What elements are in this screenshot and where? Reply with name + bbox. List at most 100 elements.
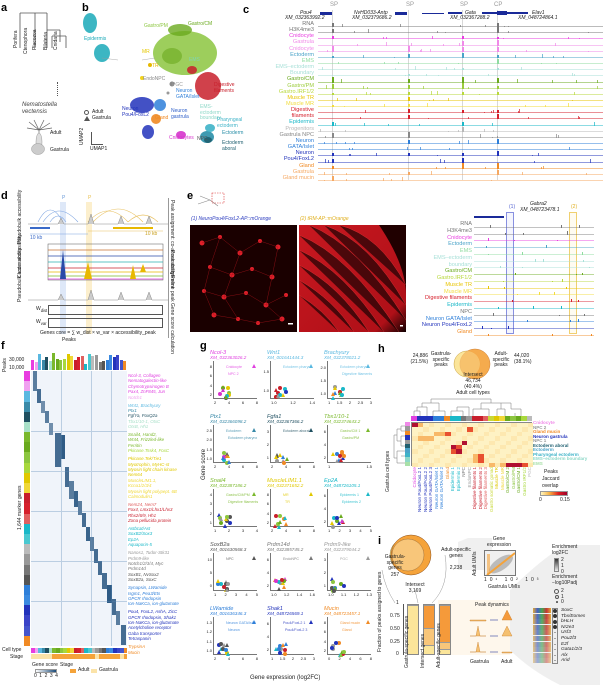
track-label: Neuron bbox=[295, 137, 314, 144]
y-tick: 6 bbox=[323, 429, 326, 435]
gene-expression-title: Gene expression bbox=[486, 536, 512, 548]
x-tick: 6 bbox=[298, 528, 302, 533]
data-point bbox=[330, 521, 335, 526]
x-tick: 8 bbox=[312, 528, 315, 533]
heatmap-cell bbox=[483, 423, 490, 428]
x-tick: 4 bbox=[227, 400, 231, 405]
gene-model bbox=[395, 12, 407, 15]
track-peak bbox=[485, 166, 487, 169]
scatter-gene-name: Ncol-3 bbox=[210, 350, 227, 356]
celltype-swatch bbox=[24, 421, 30, 433]
heatmap-cell bbox=[516, 462, 523, 468]
marker-gene-label: Notch1/2/3/4, Myc bbox=[128, 561, 164, 566]
data-point bbox=[222, 451, 227, 456]
scatter-plot: Ectoderm Ectoderm pharynx bbox=[213, 425, 257, 465]
stage-swatch bbox=[98, 654, 103, 659]
heatmap-cell bbox=[516, 445, 523, 450]
heatmap-cell bbox=[522, 423, 528, 428]
heatmap-cell bbox=[500, 436, 506, 441]
track-peak bbox=[514, 273, 516, 276]
heatmap-cell bbox=[423, 440, 429, 446]
track-baseline bbox=[474, 280, 594, 282]
track-peak bbox=[359, 117, 361, 120]
track-label: EMS bbox=[301, 57, 314, 64]
x-ticks: 1 1.5 2 2.5 3 bbox=[271, 656, 315, 661]
row-label: Cnidocyte bbox=[533, 420, 555, 425]
track-peak bbox=[578, 299, 580, 303]
track-peak bbox=[462, 152, 464, 157]
track-peak bbox=[459, 25, 461, 28]
heatmap-cell bbox=[467, 449, 473, 454]
heatmap-cell bbox=[478, 440, 484, 446]
track-peak bbox=[408, 132, 410, 138]
track-peak bbox=[407, 146, 409, 151]
heatmap-cell bbox=[450, 462, 457, 468]
microscopy-image-muscle bbox=[299, 225, 406, 332]
marker-gene-label: Ncol-3, Collagen bbox=[128, 373, 161, 378]
scatter-plot: NPC bbox=[213, 553, 257, 592]
track-label: EMS–ectoderm bbox=[275, 64, 314, 71]
x-tick: 3 bbox=[241, 528, 245, 533]
row-label: EMS bbox=[533, 460, 543, 466]
heatmap-cell bbox=[434, 462, 440, 468]
scatter-gene-name: Fgfa1 bbox=[267, 414, 282, 420]
x-tick: 4 bbox=[255, 528, 258, 533]
scatter-plot: Pou4/FoxL2 1 Pou4/FoxL2 3 bbox=[270, 617, 314, 657]
data-point bbox=[224, 515, 229, 520]
panel-label-i: i bbox=[378, 535, 382, 547]
peaks-bar bbox=[109, 354, 113, 370]
scatter-gene-name: Prdm9-like bbox=[324, 542, 351, 548]
gastrula-label: Gastrula bbox=[50, 147, 69, 153]
track-peak bbox=[539, 292, 541, 296]
y-tick: 1.5 bbox=[320, 378, 326, 383]
x-ticks: 2 4 6 8 bbox=[214, 656, 258, 661]
heatmap-cell bbox=[412, 440, 418, 446]
heatmap-cell bbox=[439, 445, 446, 450]
data-point bbox=[224, 460, 229, 465]
scatter-gene-name: Brachyury bbox=[324, 350, 350, 356]
heatmap-cell bbox=[456, 427, 462, 432]
y-tick: 0 bbox=[209, 582, 212, 588]
track-peak bbox=[491, 122, 493, 126]
y-tick: 2 bbox=[209, 510, 212, 516]
cluster-label-cnidocytes: Cnidocytes bbox=[169, 135, 194, 141]
track-peak bbox=[497, 23, 499, 28]
point-annotation: Gastro/CM/PM bbox=[226, 493, 250, 497]
celltype-swatch bbox=[91, 648, 96, 653]
x-tick: 5 bbox=[255, 592, 258, 597]
celltype-swatch bbox=[24, 381, 30, 392]
y-tick: 3 bbox=[209, 501, 212, 507]
track-peak bbox=[597, 85, 599, 89]
celltype-swatch bbox=[70, 648, 74, 653]
cluster-label-ems-ecto: EMS-ectoderm boundary bbox=[200, 104, 221, 122]
peaks-bar bbox=[48, 361, 52, 370]
track-peak bbox=[453, 67, 455, 71]
track-peak bbox=[414, 66, 416, 71]
w-dist-track bbox=[48, 305, 163, 315]
data-point bbox=[337, 641, 342, 646]
heatmap-cell bbox=[412, 423, 418, 428]
peaks-bar bbox=[119, 360, 123, 370]
track-peak bbox=[427, 118, 429, 120]
track-peak bbox=[433, 99, 435, 101]
heatmap-cell bbox=[445, 423, 451, 428]
track-peak bbox=[578, 319, 580, 323]
scatter-gene-id: XM_032385745.2 bbox=[267, 547, 304, 552]
track-baseline bbox=[318, 143, 603, 144]
heatmap-cell bbox=[489, 440, 495, 446]
x-tick: 2 bbox=[348, 400, 352, 405]
scatter-gene-name: Wnt1 bbox=[267, 350, 281, 356]
heatmap-cell bbox=[511, 445, 517, 450]
stage-swatch bbox=[34, 654, 39, 659]
stage-swatch bbox=[66, 654, 71, 659]
track-peak bbox=[462, 53, 464, 58]
x-ticks: 1 1.5 2 2.5 3 bbox=[328, 400, 372, 405]
marker-gene-label: Prdm14d bbox=[128, 566, 146, 572]
track-peak bbox=[367, 29, 369, 34]
heatmap-cell bbox=[522, 462, 528, 468]
track-baseline bbox=[318, 69, 603, 70]
track-peak bbox=[521, 251, 523, 255]
heatmap-cell bbox=[461, 462, 468, 468]
umap2-label: UMAP2 bbox=[79, 127, 85, 145]
enrichment-dot bbox=[553, 608, 557, 613]
